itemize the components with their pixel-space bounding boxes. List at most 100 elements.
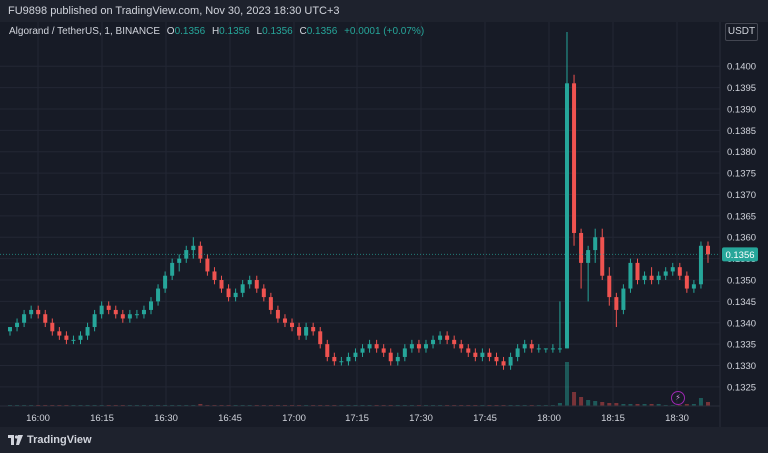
candle — [290, 318, 295, 332]
candle-body — [438, 335, 443, 340]
last-price-tag: 0.1356 — [0, 247, 758, 262]
candle-body — [92, 314, 97, 328]
candle — [339, 356, 344, 366]
candle — [572, 74, 577, 246]
candle-body — [649, 275, 654, 280]
price-axis: 0.1400 0.1395 0.1390 0.1385 0.1380 0.1375 0.13… — [719, 22, 768, 427]
time-tick-label: 16:00 — [26, 413, 50, 424]
price-tick-label: 0.1345 — [727, 297, 756, 308]
price-tick-label: 0.1360 — [727, 233, 756, 244]
high-value: 0.1356 — [219, 26, 250, 37]
candle-body — [29, 309, 34, 315]
volume-bar — [614, 403, 619, 406]
candle — [212, 267, 217, 285]
candle — [529, 339, 534, 353]
candle-body — [106, 305, 111, 310]
candle — [431, 335, 436, 349]
candlestick-chart[interactable]: 0.1400 0.1395 0.1390 0.1385 0.1380 0.1375 0.13… — [0, 22, 768, 427]
time-tick-label: 17:00 — [282, 413, 306, 424]
candle-body — [586, 250, 591, 263]
candle — [332, 352, 337, 366]
candle-body — [318, 331, 323, 345]
volume-bar — [635, 404, 640, 406]
brand-name: TradingView — [27, 434, 92, 446]
candle — [395, 352, 400, 366]
candle-body — [156, 288, 161, 302]
candle — [163, 271, 168, 293]
symbol-title: Algorand / TetherUS, 1, BINANCE — [9, 26, 160, 37]
brand[interactable]: TradingView — [8, 433, 92, 447]
candle-body — [240, 284, 245, 293]
candle-body — [550, 348, 555, 350]
candle — [29, 305, 34, 319]
candle — [670, 262, 675, 276]
candle-body — [332, 356, 337, 362]
price-tick-label: 0.1350 — [727, 276, 756, 287]
time-tick-label: 17:15 — [345, 413, 369, 424]
candle — [268, 292, 273, 315]
candle — [522, 339, 527, 353]
candle-body — [642, 275, 647, 280]
candle-body — [628, 262, 633, 289]
candle-body — [297, 327, 302, 336]
chart-area[interactable]: 0.1400 0.1395 0.1390 0.1385 0.1380 0.1375 0.13… — [0, 22, 768, 427]
candle-body — [431, 339, 436, 345]
lightning-icon[interactable]: ⚡ — [671, 391, 685, 405]
candle-body — [268, 297, 273, 310]
time-tick-label: 18:30 — [665, 413, 689, 424]
candle-body — [663, 271, 668, 276]
currency-button[interactable]: USDT — [725, 23, 758, 41]
candle-body — [423, 344, 428, 349]
candle — [586, 245, 591, 302]
candle-body — [43, 314, 48, 323]
volume-bars — [8, 362, 710, 406]
volume-bar — [698, 398, 703, 406]
candle — [141, 305, 146, 319]
candle-body — [15, 322, 20, 328]
time-tick-label: 17:45 — [473, 413, 497, 424]
volume-bar — [600, 402, 605, 406]
candle — [445, 331, 450, 345]
volume-bar — [607, 403, 612, 406]
price-tick-label: 0.1370 — [727, 190, 756, 201]
candle-body — [22, 314, 27, 323]
candle — [8, 327, 12, 336]
candle — [438, 331, 443, 345]
close-value: 0.1356 — [306, 26, 338, 37]
candle — [318, 327, 323, 349]
candle-body — [409, 344, 414, 349]
candle — [543, 348, 548, 353]
candle-body — [381, 348, 386, 353]
candle-body — [282, 318, 287, 323]
candle-body — [522, 344, 527, 349]
price-tick-label: 0.1380 — [727, 147, 756, 158]
candle — [226, 284, 231, 302]
grid — [0, 22, 720, 406]
candle — [127, 309, 132, 323]
candle — [550, 344, 555, 353]
candle — [304, 322, 309, 340]
footer-bar — [0, 427, 768, 453]
candle — [374, 339, 379, 353]
candle — [487, 348, 492, 362]
candle — [480, 348, 485, 362]
candle — [466, 344, 471, 357]
candle-body — [311, 327, 316, 332]
candle — [50, 318, 55, 336]
volume-bar — [621, 404, 626, 406]
volume-bar — [586, 400, 591, 406]
volume-bar — [691, 404, 696, 406]
candle — [205, 254, 210, 276]
candle — [78, 331, 83, 345]
candle-body — [57, 331, 62, 336]
candle — [191, 237, 196, 259]
candle — [402, 344, 407, 362]
candle-body — [529, 344, 534, 349]
candle — [261, 284, 266, 302]
candle — [564, 32, 569, 349]
candle-body — [607, 275, 612, 298]
price-tick-label: 0.1330 — [727, 361, 756, 372]
candle-body — [226, 288, 231, 298]
price-tick-label: 0.1340 — [727, 318, 756, 329]
price-tick-label: 0.1335 — [727, 340, 756, 351]
